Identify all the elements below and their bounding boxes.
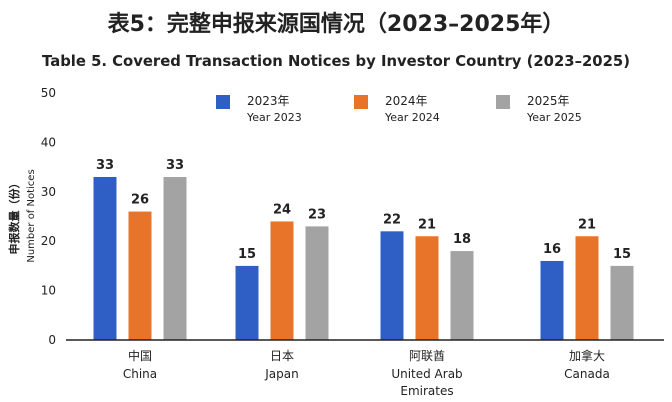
bar-value-label: 21 [418,217,436,232]
legend-label: Year 2024 [384,111,440,124]
bar [450,251,474,340]
bar-value-label: 16 [543,242,561,257]
x-category-label-cn: 阿联酋 [409,348,445,363]
bar [415,236,439,340]
legend-swatch [354,95,368,109]
legend-label: Year 2023 [246,111,302,124]
bar [305,226,329,340]
bar-value-label: 33 [166,158,184,173]
bar [270,221,294,340]
bar [93,176,117,340]
y-axis-label: Number of Notices [26,169,37,262]
legend-label-cn: 2025年 [527,94,570,108]
x-category-label: Japan [264,367,298,381]
bar [235,265,259,340]
bar [610,265,634,340]
bar-value-label: 22 [383,212,401,227]
x-category-label: Canada [564,367,610,381]
bar-value-label: 21 [578,217,596,232]
bar [380,231,404,340]
y-tick-label: 50 [41,86,56,100]
x-category-label: United Arab [391,367,462,381]
legend-label-cn: 2023年 [247,94,290,108]
x-category-label: Emirates [400,384,453,398]
legend-label: Year 2025 [526,111,582,124]
y-tick-label: 10 [41,284,56,298]
x-category-label-cn: 加拿大 [569,348,605,363]
bar [575,236,599,340]
bar-value-label: 26 [131,193,149,208]
chart-subtitle: Table 5. Covered Transaction Notices by … [42,52,630,70]
bar-value-label: 15 [238,247,256,262]
x-category-label-cn: 中国 [128,348,152,363]
chart-title: 表5：完整申报来源国情况（2023–2025年） [108,11,565,37]
bar-value-label: 33 [96,158,114,173]
x-category-label: China [123,367,157,381]
bar-value-label: 15 [613,247,631,262]
y-tick-label: 40 [41,135,56,149]
bar-value-label: 23 [308,207,326,222]
bar-value-label: 24 [273,202,291,217]
bar [128,211,152,340]
y-tick-label: 30 [41,185,56,199]
bar [163,176,187,340]
legend-swatch [496,95,510,109]
bar [540,260,564,340]
y-axis-label-cn: 申报数量（份） [7,178,21,255]
bar-value-label: 18 [453,232,471,247]
y-tick-label: 20 [41,234,56,248]
y-tick-label: 0 [48,333,56,347]
x-category-label-cn: 日本 [270,349,294,363]
legend-swatch [216,95,230,109]
legend-label-cn: 2024年 [385,94,428,108]
